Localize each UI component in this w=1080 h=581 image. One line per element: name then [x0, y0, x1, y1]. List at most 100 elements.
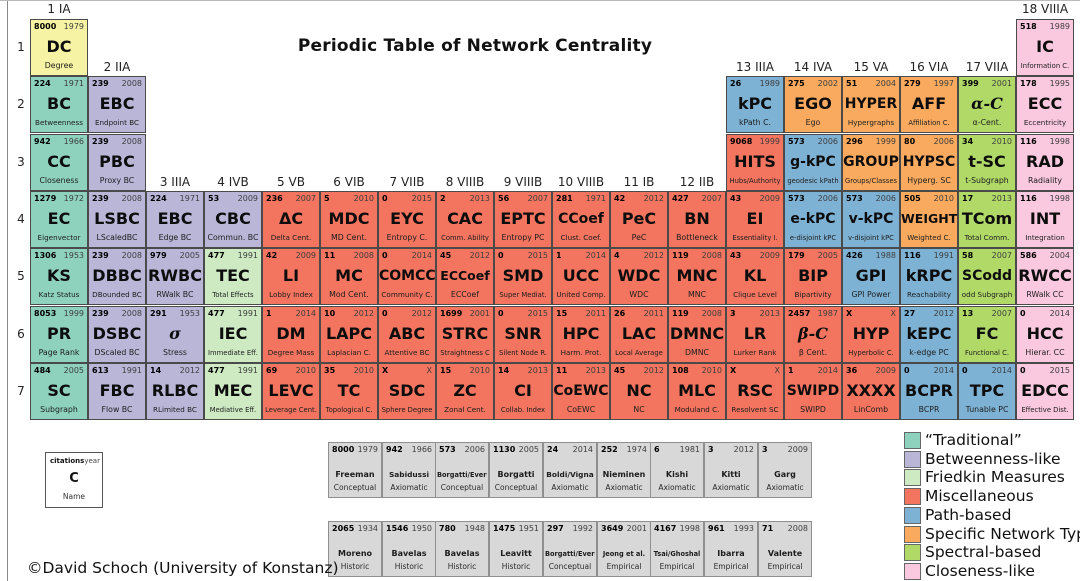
element-symbol: MC	[335, 266, 363, 285]
period-label: 6	[17, 327, 25, 341]
cell-meta: 1306 1953	[34, 252, 84, 260]
element-name: Eigenvector	[37, 233, 81, 242]
citation-count: 505	[904, 194, 921, 203]
cell-meta: 6 1981	[654, 446, 700, 454]
cell-meta: 2 2013	[440, 195, 490, 203]
contribution-type: Historic	[394, 562, 424, 571]
element-name: DBounded BC	[92, 290, 142, 299]
year-value: 2013	[527, 366, 548, 375]
element-name: Bottleneck	[676, 233, 718, 242]
citation-count: 15	[440, 366, 452, 375]
cell-meta: 281 1971	[556, 195, 606, 203]
element-symbol: RWCC	[1018, 266, 1072, 285]
citation-count: 1306	[34, 251, 57, 260]
citation-count: X	[382, 366, 389, 375]
cell-meta: 15 2011	[556, 310, 606, 318]
cell-kRPC: 116 1991 kRPC Reachability	[900, 248, 958, 305]
author-name: Kishi	[665, 470, 689, 479]
frame-left-line	[7, 0, 8, 581]
element-name: CoEWC	[566, 405, 596, 414]
cell-meta: 116 1998	[1020, 138, 1070, 146]
citation-count: 1	[266, 309, 272, 318]
element-symbol: CAC	[447, 209, 483, 228]
element-symbol: CCoef	[558, 211, 604, 227]
cell-IEC: 477 1991 IEC Immediate Eff.	[204, 306, 262, 363]
element-symbol: TC	[337, 381, 361, 400]
cell-SNR: 0 2015 SNR Silent Node R.	[494, 306, 552, 363]
citation-count: 275	[788, 79, 805, 88]
year-value: 2006	[933, 137, 954, 146]
cell-CCoef: 281 1971 CCoef Clust. Coef.	[552, 191, 610, 248]
cell-ABC: 0 2012 ABC Attentive BC	[378, 306, 436, 363]
legend-label: Friedkin Measures	[925, 468, 1065, 486]
element-symbol: BIP	[798, 266, 828, 285]
element-name: Zonal Cent.	[444, 405, 486, 414]
cell-meta: 1475 1951	[493, 525, 539, 533]
year-value: 2007	[295, 194, 316, 203]
cell-DC: 8000 1979 DC Degree	[30, 19, 88, 76]
year-value: 1998	[679, 524, 700, 533]
citation-count: 26	[614, 309, 626, 318]
element-name: Silent Node R.	[499, 349, 547, 357]
year-value: 1991	[237, 309, 258, 318]
citation-count: 6	[654, 445, 660, 454]
citation-count: 477	[208, 366, 225, 375]
cell-RWCC: 586 2004 RWCC RWalk CC	[1016, 248, 1074, 305]
year-value: 1951	[518, 524, 539, 533]
citation-count: 427	[672, 194, 689, 203]
cell-meta: 43 2009	[730, 195, 780, 203]
element-symbol: EPTC	[500, 209, 546, 228]
cell-meta: 10 2012	[324, 310, 374, 318]
cell-meta: 236 2007	[266, 195, 316, 203]
cell-meta: 36 2009	[846, 367, 896, 375]
cell-EGO: 275 2002 EGO Ego	[784, 76, 842, 133]
year-value: 2011	[585, 309, 606, 318]
cell-meta: 5 2010	[324, 195, 374, 203]
citation-count: 10	[324, 309, 336, 318]
cell-MDC: 5 2010 MDC MD Cent.	[320, 191, 378, 248]
reference-cell-Borgatti: 1130 2005 Borgatti Conceptual	[489, 442, 543, 498]
element-symbol: ABC	[388, 324, 426, 343]
year-value: 2005	[179, 251, 200, 260]
element-name: Functional C.	[964, 349, 1010, 357]
element-name: Endpoint BC	[94, 118, 140, 127]
citation-count: 3	[762, 445, 768, 454]
citation-count: 239	[92, 137, 109, 146]
cell-meta: 477 1991	[208, 367, 258, 375]
element-name: Ego	[805, 118, 821, 127]
cell-meta: 27 2012	[904, 310, 954, 318]
cell-meta: 979 2005	[150, 252, 200, 260]
contribution-type: Axiomatic	[712, 483, 750, 492]
cell-BCPR: 0 2014 BCPR BCPR	[900, 363, 958, 420]
year-value: 1979	[357, 445, 378, 454]
citation-count: 71	[762, 524, 774, 533]
year-value: 1971	[63, 79, 84, 88]
spectral-swatch	[904, 544, 921, 561]
cell-meta: 297 1992	[547, 525, 593, 533]
citation-count: 42	[614, 194, 626, 203]
cell-SMD: 0 2015 SMD Super Mediat.	[494, 248, 552, 305]
cell-β-C: 2457 1987 β-C β Cent.	[784, 306, 842, 363]
element-symbol: β-C	[798, 324, 828, 343]
element-symbol: SNR	[504, 324, 542, 343]
cell-HYP: X X HYP Hyperbolic C.	[842, 306, 900, 363]
element-name: t-Subgraph	[965, 176, 1009, 185]
element-name: DScaled BC	[94, 348, 140, 357]
cell-meta: 239 2008	[92, 310, 142, 318]
contribution-type: Axiomatic	[390, 483, 428, 492]
element-name: United Comp.	[556, 290, 606, 299]
citation-count: 0	[1020, 366, 1026, 375]
cell-meta: 239 2008	[92, 80, 142, 88]
year-value: 2010	[991, 137, 1012, 146]
citation-count: X	[846, 309, 853, 318]
element-name: Lobby Index	[269, 290, 313, 299]
citation-count: 1699	[440, 309, 463, 318]
cell-meta: 4 2012	[614, 252, 664, 260]
legend-key-box: citations year C Name	[45, 452, 103, 508]
year-value: 1997	[933, 79, 954, 88]
year-value: 2002	[817, 79, 838, 88]
year-value: 2008	[787, 524, 808, 533]
cell-HYPER: 51 2004 HYPER Hypergraphs	[842, 76, 900, 133]
citation-count: 53	[208, 194, 220, 203]
